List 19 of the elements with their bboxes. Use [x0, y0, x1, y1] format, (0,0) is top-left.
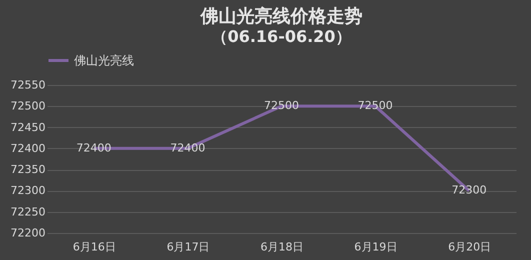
y-tick-label: 72450	[10, 120, 46, 134]
chart-subtitle: （06.16-06.20）	[212, 27, 352, 46]
x-tick-label: 6月20日	[448, 240, 492, 254]
y-tick-label: 72500	[10, 100, 46, 113]
data-label: 72300	[452, 184, 487, 197]
y-tick-label: 72300	[10, 184, 46, 198]
legend-label: 佛山光亮线	[74, 54, 134, 68]
y-tick-label: 72250	[10, 205, 46, 218]
y-tick-label: 72350	[10, 163, 46, 176]
x-tick-label: 6月18日	[260, 240, 304, 254]
data-label: 72400	[76, 141, 112, 154]
y-tick-label: 72550	[10, 78, 46, 92]
y-tick-label: 72200	[10, 226, 46, 240]
x-tick-label: 6月16日	[72, 240, 116, 254]
y-tick-label: 72400	[10, 142, 46, 155]
x-tick-label: 6月19日	[354, 240, 398, 254]
data-label: 72400	[170, 141, 206, 154]
chart-title: 佛山光亮线价格走势	[200, 6, 362, 27]
x-tick-label: 6月17日	[166, 240, 210, 254]
